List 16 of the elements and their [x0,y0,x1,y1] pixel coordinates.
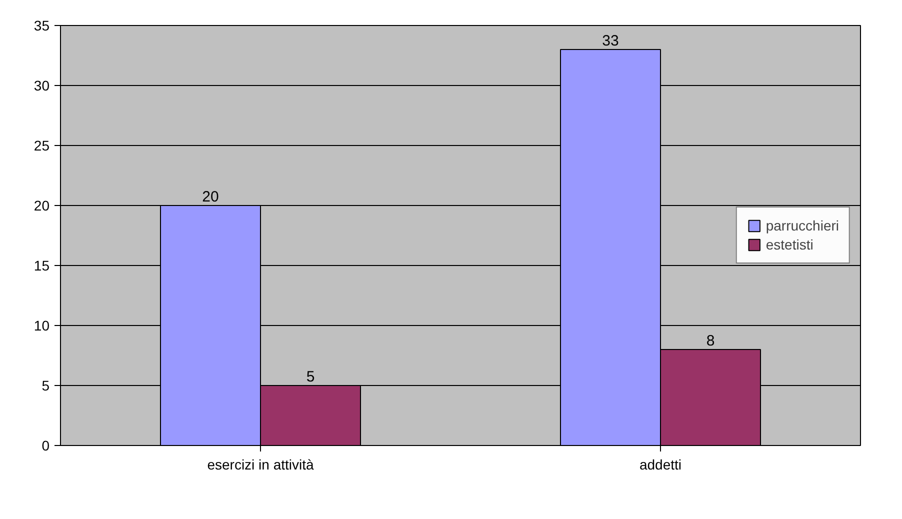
y-tick-label: 20 [34,198,50,214]
y-tick-label: 25 [34,138,50,154]
y-tick-label: 35 [34,18,50,34]
y-tick-label: 15 [34,258,50,274]
x-tick-label: addetti [639,456,682,472]
y-tick-label: 5 [42,378,50,394]
legend-label: parrucchieri [766,218,839,234]
data-label: 8 [706,332,715,350]
y-tick-label: 30 [34,78,50,94]
data-label: 20 [202,188,219,206]
y-tick-label: 10 [34,318,50,334]
data-label: 5 [306,368,315,386]
x-tick-label: esercizi in attività [207,456,314,472]
data-label: 33 [602,32,619,50]
y-tick-label: 0 [42,438,50,454]
legend-label: estetisti [766,236,814,252]
